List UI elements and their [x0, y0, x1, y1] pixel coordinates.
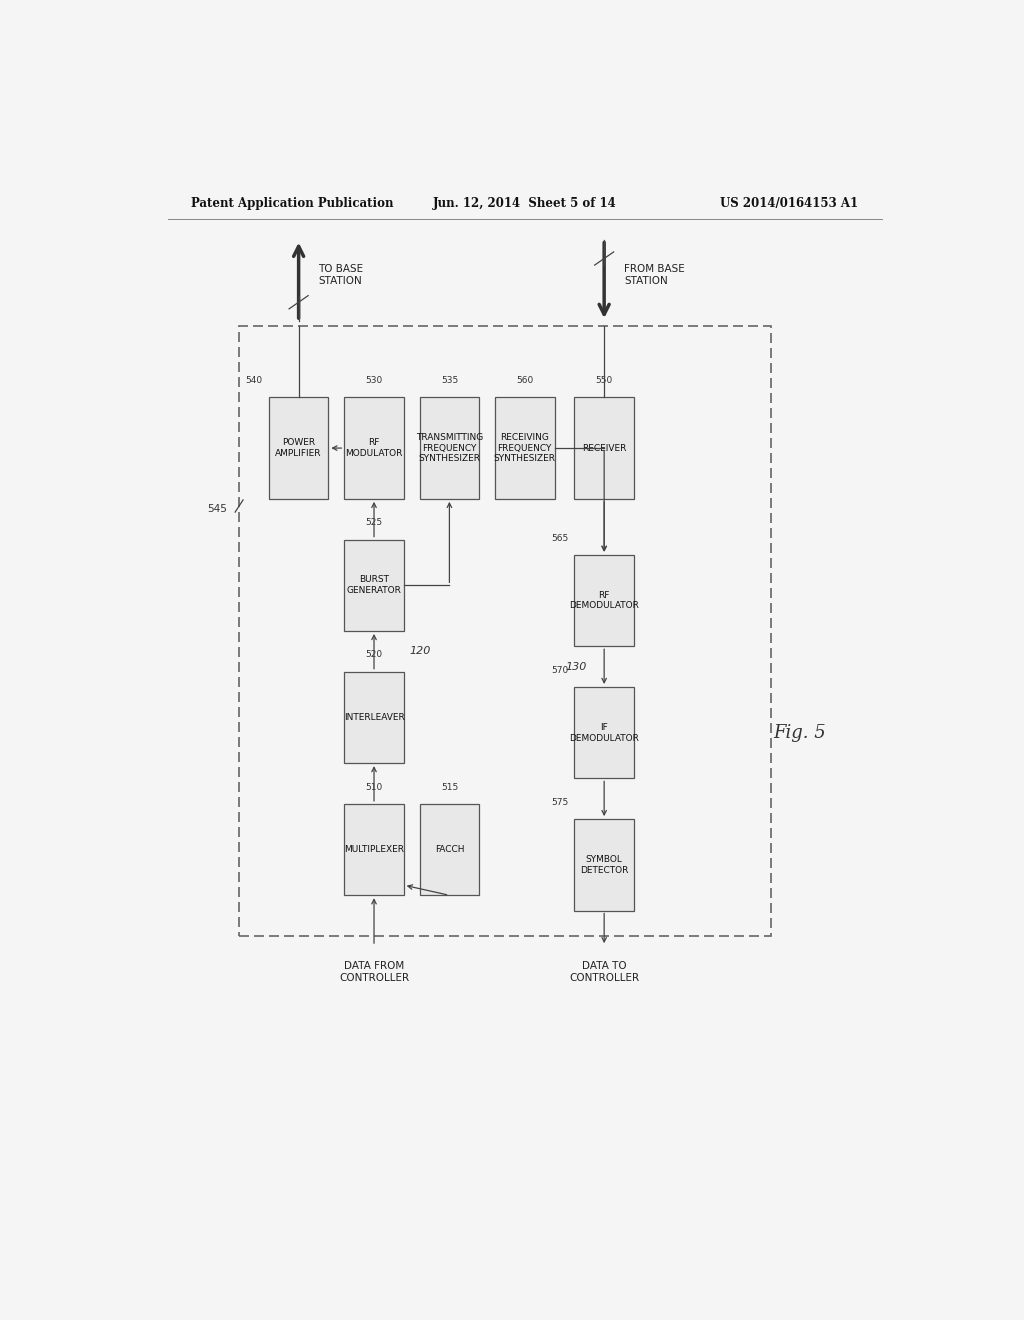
Bar: [574, 397, 634, 499]
Text: 510: 510: [366, 783, 383, 792]
Text: 130: 130: [565, 661, 587, 672]
Text: IF
DEMODULATOR: IF DEMODULATOR: [569, 723, 639, 743]
Text: 535: 535: [440, 376, 458, 385]
Text: FACCH: FACCH: [434, 845, 464, 854]
Text: 565: 565: [551, 533, 568, 543]
Text: Jun. 12, 2014  Sheet 5 of 14: Jun. 12, 2014 Sheet 5 of 14: [433, 197, 616, 210]
Text: Patent Application Publication: Patent Application Publication: [191, 197, 394, 210]
Bar: [240, 326, 771, 936]
Text: TO BASE
STATION: TO BASE STATION: [318, 264, 364, 286]
Text: DATA TO
CONTROLLER: DATA TO CONTROLLER: [569, 961, 639, 983]
Bar: [420, 804, 479, 895]
Bar: [574, 554, 634, 647]
Bar: [344, 540, 403, 631]
Text: RF
MODULATOR: RF MODULATOR: [345, 438, 402, 458]
Text: 560: 560: [516, 376, 534, 385]
Text: DATA FROM
CONTROLLER: DATA FROM CONTROLLER: [339, 961, 409, 983]
Bar: [574, 818, 634, 911]
Text: INTERLEAVER: INTERLEAVER: [344, 713, 404, 722]
Text: 530: 530: [366, 376, 383, 385]
Text: 515: 515: [440, 783, 458, 792]
Bar: [344, 672, 403, 763]
Bar: [344, 397, 403, 499]
Bar: [269, 397, 329, 499]
Text: 520: 520: [366, 651, 383, 660]
Text: US 2014/0164153 A1: US 2014/0164153 A1: [720, 197, 858, 210]
Text: TRANSMITTING
FREQUENCY
SYNTHESIZER: TRANSMITTING FREQUENCY SYNTHESIZER: [416, 433, 483, 463]
Text: 575: 575: [551, 797, 568, 807]
Text: 570: 570: [551, 665, 568, 675]
Text: 545: 545: [207, 504, 227, 513]
Text: Fig. 5: Fig. 5: [773, 723, 826, 742]
Text: RECEIVING
FREQUENCY
SYNTHESIZER: RECEIVING FREQUENCY SYNTHESIZER: [494, 433, 556, 463]
Text: 525: 525: [366, 519, 383, 528]
Text: 550: 550: [596, 376, 612, 385]
Text: MULTIPLEXER: MULTIPLEXER: [344, 845, 404, 854]
Bar: [420, 397, 479, 499]
Text: POWER
AMPLIFIER: POWER AMPLIFIER: [275, 438, 322, 458]
Text: SYMBOL
DETECTOR: SYMBOL DETECTOR: [580, 855, 629, 875]
Bar: [344, 804, 403, 895]
Text: BURST
GENERATOR: BURST GENERATOR: [346, 576, 401, 595]
Text: RF
DEMODULATOR: RF DEMODULATOR: [569, 590, 639, 610]
Bar: [495, 397, 555, 499]
Text: FROM BASE
STATION: FROM BASE STATION: [624, 264, 685, 286]
Text: RECEIVER: RECEIVER: [582, 444, 627, 453]
Bar: [574, 686, 634, 779]
Text: 120: 120: [410, 647, 431, 656]
Text: 540: 540: [246, 376, 262, 385]
